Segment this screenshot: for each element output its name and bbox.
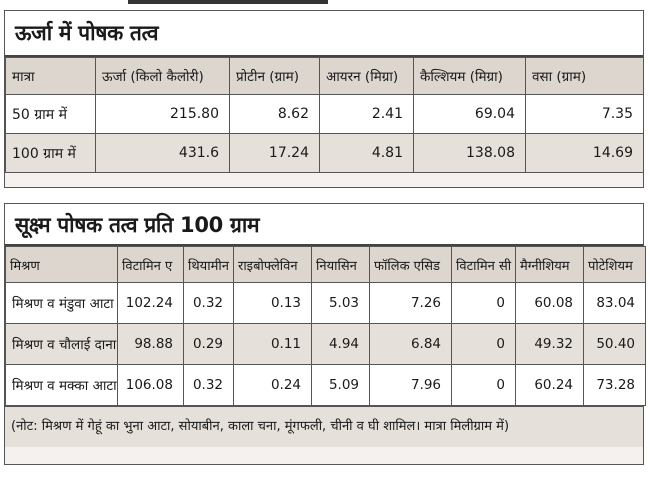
row-label: मिश्रण व चौलाई दाना: [5, 323, 118, 365]
energy-nutrients-table: मात्रा ऊर्जा (किलो कैलोरी) प्रोटीन (ग्रा…: [5, 57, 644, 173]
table-cell: 0.32: [183, 364, 234, 406]
column-header: नियासिन: [311, 246, 370, 283]
table-cell: 60.24: [515, 364, 584, 406]
table-row: मिश्रण व मक्का आटा 106.08 0.32 0.24 5.09…: [5, 364, 646, 406]
table-cell: 0: [451, 282, 516, 324]
micronutrients-panel-title: सूक्ष्म पोषक तत्व प्रति 100 ग्राम: [5, 204, 643, 246]
table-cell: 102.24: [117, 282, 184, 324]
column-header: मैग्नीशियम: [515, 246, 584, 283]
table-row: 50 ग्राम में 215.80 8.62 2.41 69.04 7.35: [5, 94, 644, 134]
micronutrients-panel: सूक्ष्म पोषक तत्व प्रति 100 ग्राम मिश्रण…: [4, 203, 646, 465]
table-cell: 8.62: [229, 94, 320, 134]
table-header-row: मिश्रण विटामिन ए थियामीन राइबोफ्लेविन नि…: [5, 246, 646, 283]
micronutrients-table: मिश्रण विटामिन ए थियामीन राइबोफ्लेविन नि…: [5, 246, 646, 406]
table-cell: 0.32: [183, 282, 234, 324]
table-cell: 17.24: [229, 133, 320, 173]
column-header: मिश्रण: [5, 246, 118, 283]
row-label: 50 ग्राम में: [5, 94, 96, 134]
column-header: कैल्शियम (मिग्रा): [413, 57, 526, 95]
table-cell: 4.81: [319, 133, 414, 173]
top-decorative-strip: [128, 0, 328, 4]
table-cell: 98.88: [117, 323, 184, 365]
column-header: विटामिन ए: [117, 246, 184, 283]
table-cell: 60.08: [515, 282, 584, 324]
table-header-row: मात्रा ऊर्जा (किलो कैलोरी) प्रोटीन (ग्रा…: [5, 57, 644, 95]
row-label: मिश्रण व मंडुवा आटा: [5, 282, 118, 324]
table-cell: 0: [451, 323, 516, 365]
column-header: आयरन (मिग्रा): [319, 57, 414, 95]
row-label: 100 ग्राम में: [5, 133, 96, 173]
table-cell: 49.32: [515, 323, 584, 365]
table-cell: 5.03: [311, 282, 370, 324]
table-cell: 14.69: [525, 133, 644, 173]
table-cell: 0.24: [233, 364, 312, 406]
table-cell: 7.96: [369, 364, 452, 406]
table-cell: 7.26: [369, 282, 452, 324]
table-cell: 0.11: [233, 323, 312, 365]
table-cell: 83.04: [583, 282, 646, 324]
energy-nutrients-panel: ऊर्जा में पोषक तत्व मात्रा ऊर्जा (किलो क…: [4, 10, 644, 188]
column-header: पोटेशियम: [583, 246, 646, 283]
table-cell: 0: [451, 364, 516, 406]
column-header: प्रोटीन (ग्राम): [229, 57, 320, 95]
table-row: मिश्रण व चौलाई दाना 98.88 0.29 0.11 4.94…: [5, 323, 646, 365]
column-header: वसा (ग्राम): [525, 57, 644, 95]
table-cell: 7.35: [525, 94, 644, 134]
table-cell: 215.80: [95, 94, 230, 134]
table-cell: 0.13: [233, 282, 312, 324]
column-header: फॉलिक एसिड: [369, 246, 452, 283]
table-cell: 6.84: [369, 323, 452, 365]
table-cell: 2.41: [319, 94, 414, 134]
row-label: मिश्रण व मक्का आटा: [5, 364, 118, 406]
table-cell: 73.28: [583, 364, 646, 406]
table-cell: 431.6: [95, 133, 230, 173]
table-cell: 0.29: [183, 323, 234, 365]
table-cell: 5.09: [311, 364, 370, 406]
table-cell: 50.40: [583, 323, 646, 365]
column-header: राइबोफ्लेविन: [233, 246, 312, 283]
table-cell: 138.08: [413, 133, 526, 173]
column-header: विटामिन सी: [451, 246, 516, 283]
table-row: मिश्रण व मंडुवा आटा 102.24 0.32 0.13 5.0…: [5, 282, 646, 324]
table-cell: 69.04: [413, 94, 526, 134]
table-cell: 106.08: [117, 364, 184, 406]
footnote: (नोट: मिश्रण में गेहूं का भुना आटा, सोया…: [5, 406, 643, 447]
table-cell: 4.94: [311, 323, 370, 365]
column-header: मात्रा: [5, 57, 96, 95]
table-row: 100 ग्राम में 431.6 17.24 4.81 138.08 14…: [5, 133, 644, 173]
column-header: थियामीन: [183, 246, 234, 283]
column-header: ऊर्जा (किलो कैलोरी): [95, 57, 230, 95]
energy-panel-title: ऊर्जा में पोषक तत्व: [5, 11, 643, 57]
